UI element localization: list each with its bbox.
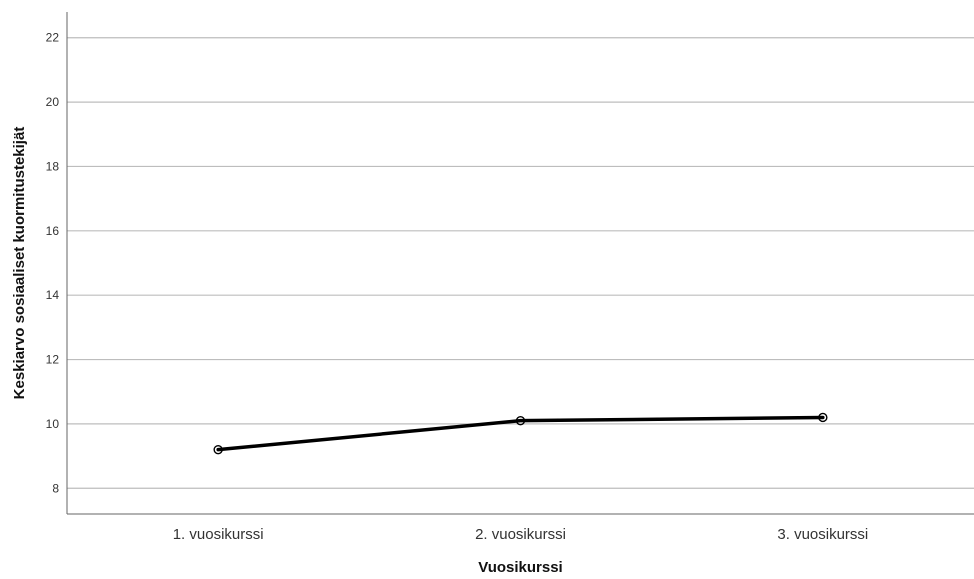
series — [213, 412, 828, 455]
x-category-labels: 1. vuosikurssi 2. vuosikurssi 3. vuosikurs… — [173, 526, 869, 543]
y-tick-label: 10 — [46, 417, 60, 431]
y-axis-title: Keskiarvo sosiaaliset kuormitustekijät — [11, 127, 28, 400]
y-tick-label: 12 — [46, 353, 60, 367]
y-tick-labels: 8 10 12 14 16 18 20 22 — [46, 31, 60, 496]
y-tick-label: 18 — [46, 159, 60, 173]
gridlines — [67, 37, 974, 489]
series-line — [216, 415, 825, 452]
data-point — [818, 412, 828, 423]
data-point — [515, 415, 526, 426]
data-point — [213, 444, 223, 455]
x-category-label: 3. vuosikurssi — [777, 526, 868, 543]
y-tick-label: 8 — [52, 481, 59, 495]
y-tick-label: 14 — [46, 288, 60, 302]
axes — [66, 12, 974, 515]
y-tick-label: 20 — [46, 95, 60, 109]
y-tick-label: 16 — [46, 224, 60, 238]
x-category-label: 1. vuosikurssi — [173, 526, 264, 543]
x-axis-title: Vuosikurssi — [478, 559, 562, 576]
x-category-label: 2. vuosikurssi — [475, 526, 566, 543]
y-tick-label: 22 — [46, 31, 60, 45]
